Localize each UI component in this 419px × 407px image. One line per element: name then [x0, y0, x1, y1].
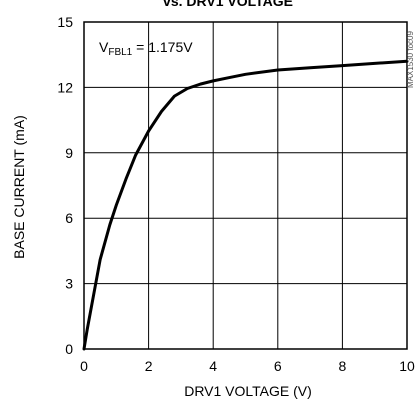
annotation-vfbl1: VFBL1 = 1.175V — [99, 39, 193, 58]
x-axis-label: DRV1 VOLTAGE (V) — [184, 383, 312, 399]
x-tick-label: 6 — [274, 358, 282, 374]
plot-frame — [83, 21, 408, 350]
y-tick-label: 9 — [65, 145, 73, 161]
y-axis-label: BASE CURRENT (mA) — [11, 115, 27, 259]
y-tick-label: 0 — [65, 341, 73, 357]
y-tick-label: 6 — [65, 210, 73, 226]
x-tick-label: 8 — [339, 358, 347, 374]
tick-labels: 0 2 4 6 8 10 0 3 6 9 12 15 — [57, 14, 415, 374]
x-tick-label: 10 — [399, 358, 415, 374]
grid — [84, 22, 407, 349]
x-tick-label: 4 — [209, 358, 217, 374]
x-tick-label: 2 — [145, 358, 153, 374]
annotation-subscript: FBL1 — [108, 47, 132, 58]
series-group — [82, 59, 409, 351]
y-tick-label: 12 — [57, 79, 73, 95]
side-label: MAX1530 toc09 — [406, 31, 415, 88]
y-tick-label: 3 — [65, 276, 73, 292]
annotation-prefix: V — [99, 39, 109, 55]
annotation-suffix: = 1.175V — [132, 39, 193, 55]
y-tick-label: 15 — [57, 14, 73, 30]
chart-title: vs. DRV1 VOLTAGE — [163, 0, 293, 9]
series-line-base-current — [82, 59, 409, 351]
x-tick-label: 0 — [80, 358, 88, 374]
